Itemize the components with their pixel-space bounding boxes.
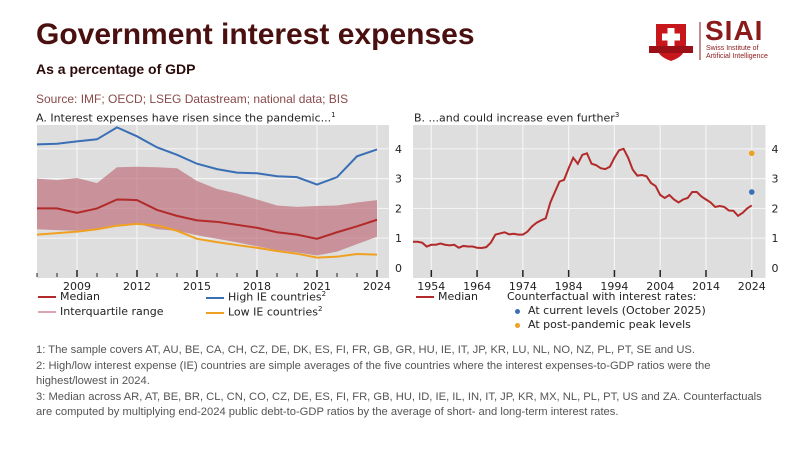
footnote-3: 3: Median across AR, AT, BE, BR, CL, CN,… (36, 390, 762, 419)
footnote-ref: 2 (321, 290, 327, 298)
legend-current-levels: At current levels (October 2025) (515, 304, 706, 317)
legend-peak-levels: At post-pandemic peak levels (515, 318, 691, 331)
x-tick-label: 1954 (417, 280, 445, 293)
footnote-2: 2: High/low interest expense (IE) countr… (36, 359, 711, 388)
footnote-ref: 1 (331, 111, 336, 119)
shield-icon (649, 22, 701, 61)
panel-a-title-text: A. Interest expenses have risen since th… (36, 111, 332, 125)
y-tick-label: 0 (395, 262, 402, 275)
legend-label: Counterfactual with interest rates: (507, 290, 697, 303)
panel-b-title-text: B. ...and could increase even further (414, 111, 615, 125)
y-tick-label: 3 (772, 173, 779, 186)
x-tick-label: 2021 (303, 280, 331, 293)
panel-a-title: A. Interest expenses have risen since th… (36, 111, 336, 125)
y-tick-label: 0 (772, 262, 779, 275)
footnote-ref: 2 (317, 305, 323, 313)
plot-background (413, 125, 766, 278)
legend-label: At post-pandemic peak levels (528, 318, 691, 331)
y-tick-label: 2 (772, 202, 779, 215)
legend-iqr: Interquartile range (38, 305, 164, 318)
legend-label: High IE countries (228, 290, 322, 304)
x-tick-label: 2024 (738, 280, 766, 293)
dot-icon (515, 322, 520, 328)
legend-label: Median (60, 290, 101, 303)
median-swatch (416, 296, 434, 298)
page-title: Government interest expenses (36, 18, 475, 51)
y-tick-label: 2 (395, 202, 402, 215)
x-tick-label: 1984 (555, 280, 583, 293)
dot-icon (515, 308, 520, 314)
legend-label: At current levels (October 2025) (528, 304, 706, 317)
legend-median-b: Median (416, 290, 478, 303)
x-tick-label: 2012 (123, 280, 151, 293)
logo-line1: Swiss Institute of (706, 45, 759, 52)
x-tick-label: 2015 (183, 280, 211, 293)
median-line (37, 198, 378, 240)
x-tick-label: 2014 (692, 280, 720, 293)
high-swatch (206, 296, 224, 299)
legend-median: Median (38, 290, 100, 303)
x-tick-label: 1994 (600, 280, 628, 293)
x-tick-label: 1964 (463, 280, 491, 293)
y-tick-label: 4 (395, 143, 402, 156)
low-swatch (206, 311, 224, 314)
logo-name: SIAI (705, 15, 764, 46)
iqr-swatch (38, 311, 56, 313)
legend-high-ie: High IE countries2 (206, 290, 326, 304)
median-swatch (38, 296, 56, 298)
legend-label: Low IE countries (228, 305, 318, 319)
legend-low-ie: Low IE countries2 (206, 305, 322, 319)
y-tick-label: 1 (772, 232, 779, 245)
high-ie-line (36, 126, 378, 186)
x-tick-label: 1974 (509, 280, 537, 293)
legend-label: Median (438, 290, 479, 303)
page-subtitle: As a percentage of GDP (36, 61, 196, 77)
y-tick-label: 1 (395, 232, 402, 245)
counterfactual-peak-point (748, 150, 755, 157)
low-ie-line (36, 222, 378, 259)
logo-line2: Artificial Intelligence (706, 53, 768, 60)
counterfactual-current-point (748, 189, 755, 195)
source-note: Source: IMF; OECD; LSEG Datastream; nati… (36, 92, 349, 106)
x-tick-label: 2018 (243, 280, 271, 293)
x-tick-label: 2009 (63, 280, 91, 293)
siai-logo: SIAI Swiss Institute of Artificial Intel… (648, 15, 788, 62)
y-tick-label: 3 (395, 173, 402, 186)
footnote-ref: 3 (614, 111, 620, 119)
median-line (413, 147, 753, 250)
x-tick-label: 2004 (646, 280, 674, 293)
y-tick-label: 4 (772, 143, 779, 156)
panel-b-title: B. ...and could increase even further3 (414, 111, 619, 125)
legend-label: Interquartile range (60, 305, 164, 318)
footnote-1: 1: The sample covers AT, AU, BE, CA, CH,… (36, 344, 695, 356)
x-tick-label: 2024 (363, 280, 391, 293)
legend-counterfactual-header: Counterfactual with interest rates: (507, 290, 697, 303)
footnotes: 1: The sample covers AT, AU, BE, CA, CH,… (36, 343, 776, 421)
